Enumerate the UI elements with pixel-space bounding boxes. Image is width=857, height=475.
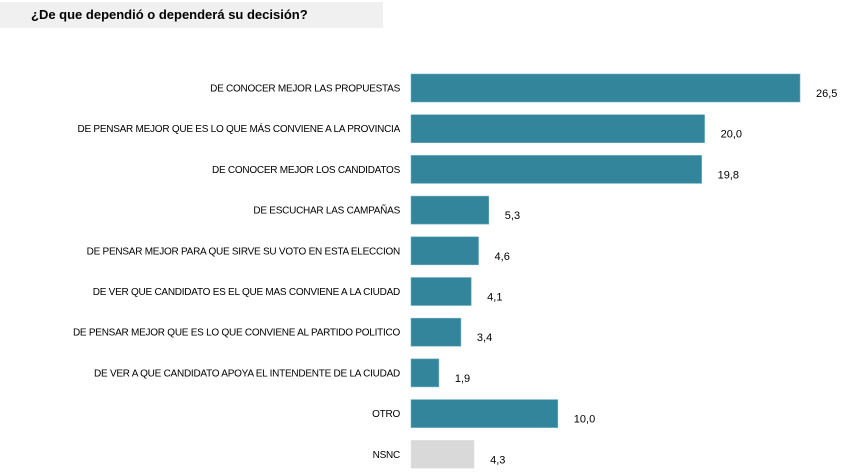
bar xyxy=(410,439,475,469)
category-label: DE PENSAR MEJOR PARA QUE SIRVE SU VOTO E… xyxy=(87,246,400,257)
category-label: NSNC xyxy=(373,450,400,461)
bar-group: OTRO 10,0 xyxy=(372,399,595,428)
bar-group: DE PENSAR MEJOR QUE ES LO QUE MÁS CONVIE… xyxy=(77,114,742,143)
category-label: OTRO xyxy=(372,409,400,420)
value-label: 20,0 xyxy=(721,129,742,141)
value-label: 26,5 xyxy=(816,88,837,100)
bar xyxy=(410,317,462,347)
bar xyxy=(410,399,559,428)
value-label: 5,3 xyxy=(505,210,520,222)
category-label: DE VER QUE CANDIDATO ES EL QUE MAS CONVI… xyxy=(93,287,400,298)
bar xyxy=(410,195,490,225)
bar xyxy=(410,358,440,388)
bar xyxy=(410,236,479,266)
bar-group: NSNC 4,3 xyxy=(373,439,505,469)
bar xyxy=(410,114,705,143)
value-label: 1,9 xyxy=(455,373,470,385)
bar-group: DE PENSAR MEJOR QUE ES LO QUE CONVIENE A… xyxy=(73,317,492,347)
bar xyxy=(410,73,801,103)
bar xyxy=(410,277,472,306)
value-label: 10,0 xyxy=(574,414,595,426)
bar-group: DE VER QUE CANDIDATO ES EL QUE MAS CONVI… xyxy=(93,277,502,306)
value-label: 4,6 xyxy=(495,251,510,263)
bar-group: DE PENSAR MEJOR PARA QUE SIRVE SU VOTO E… xyxy=(87,236,510,266)
value-label: 19,8 xyxy=(718,169,739,181)
bar-group: DE VER A QUE CANDIDATO APOYA EL INTENDEN… xyxy=(94,358,470,388)
bar xyxy=(410,155,702,184)
category-label: DE PENSAR MEJOR QUE ES LO QUE MÁS CONVIE… xyxy=(77,122,400,135)
title-background: ¿De que dependió o dependerá su decisión… xyxy=(0,2,383,28)
bar-group: DE CONOCER MEJOR LOS CANDIDATOS 19,8 xyxy=(212,155,739,184)
bar-group: DE ESCUCHAR LAS CAMPAÑAS 5,3 xyxy=(253,195,520,225)
chart-title: ¿De que dependió o dependerá su decisión… xyxy=(31,7,308,22)
category-label: DE PENSAR MEJOR QUE ES LO QUE CONVIENE A… xyxy=(73,328,401,339)
value-label: 4,1 xyxy=(487,292,502,304)
value-label: 4,3 xyxy=(490,454,505,466)
category-label: DE CONOCER MEJOR LOS CANDIDATOS xyxy=(212,165,401,176)
value-label: 3,4 xyxy=(477,332,492,344)
category-label: DE CONOCER MEJOR LAS PROPUESTAS xyxy=(210,84,400,95)
category-label: DE ESCUCHAR LAS CAMPAÑAS xyxy=(253,204,400,217)
bar-group: DE CONOCER MEJOR LAS PROPUESTAS 26,5 xyxy=(210,73,837,103)
category-label: DE VER A QUE CANDIDATO APOYA EL INTENDEN… xyxy=(94,368,400,379)
